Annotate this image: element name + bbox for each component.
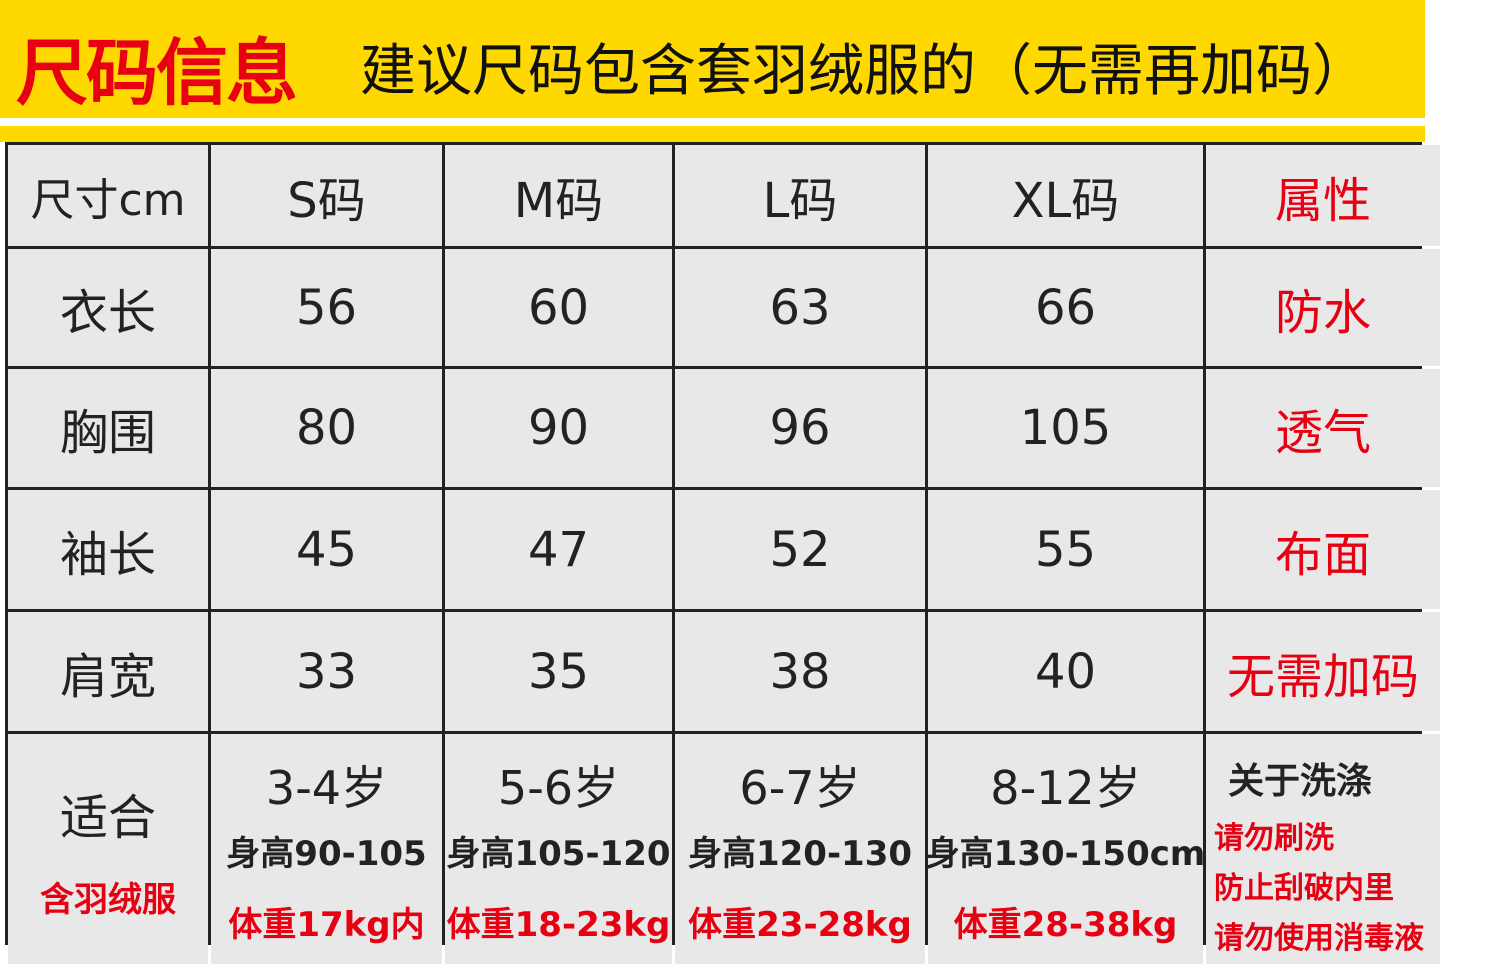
column-header: S码	[211, 145, 442, 246]
page-title: 尺码信息	[16, 31, 298, 115]
table-cell: 90	[445, 369, 672, 487]
washing-line: 请勿刷洗	[1214, 821, 1334, 856]
table-cell: 47	[445, 490, 672, 609]
page-subtitle: 建议尺码包含套羽绒服的（无需再加码）	[360, 39, 1368, 104]
fit-cell: 8-12岁 身高130-150cm 体重28-38kg	[925, 734, 1206, 964]
height-range: 身高105-120	[446, 834, 671, 874]
column-header: 尺寸cm	[8, 145, 208, 246]
column-header: L码	[675, 145, 925, 246]
fit-cell: 6-7岁 身高120-130 体重23-28kg	[675, 734, 925, 964]
table-cell: 38	[675, 612, 925, 731]
fit-cell: 3-4岁 身高90-105 体重17kg内	[211, 734, 442, 964]
washing-cell: 关于洗涤 请勿刷洗 防止刮破内里 请勿使用消毒液	[1206, 734, 1440, 964]
weight-range: 体重23-28kg	[688, 905, 912, 945]
attribute-cell: 防水	[1206, 249, 1440, 366]
table-cell: 52	[675, 490, 925, 609]
table-cell: 35	[445, 612, 672, 731]
washing-line: 防止刮破内里	[1214, 871, 1394, 906]
attribute-cell: 布面	[1206, 490, 1440, 609]
washing-title: 关于洗涤	[1228, 761, 1373, 802]
fit-note: 含羽绒服	[40, 879, 176, 920]
table-cell: 45	[211, 490, 442, 609]
divider	[0, 118, 1425, 126]
attribute-cell: 透气	[1206, 369, 1440, 487]
table-cell: 56	[211, 249, 442, 366]
size-table: 尺寸cm S码 M码 L码 XL码 属性 衣长 56 60 63 66 防水 胸…	[5, 142, 1440, 964]
age-range: 6-7岁	[739, 761, 861, 815]
header-banner: 尺码信息 建议尺码包含套羽绒服的（无需再加码）	[0, 0, 1425, 118]
height-range: 身高130-150cm	[925, 834, 1206, 874]
table-cell: 60	[445, 249, 672, 366]
row-label: 胸围	[8, 369, 208, 487]
row-label: 衣长	[8, 249, 208, 366]
column-header: XL码	[928, 145, 1203, 246]
row-label: 袖长	[8, 490, 208, 609]
column-header: M码	[445, 145, 672, 246]
age-range: 5-6岁	[497, 761, 620, 815]
row-label: 肩宽	[8, 612, 208, 731]
age-range: 8-12岁	[990, 761, 1141, 815]
weight-range: 体重17kg内	[228, 905, 425, 945]
height-range: 身高120-130	[687, 834, 913, 874]
table-cell: 55	[928, 490, 1203, 609]
table-cell: 40	[928, 612, 1203, 731]
table-cell: 96	[675, 369, 925, 487]
weight-range: 体重28-38kg	[953, 905, 1178, 945]
weight-range: 体重18-23kg	[446, 905, 671, 945]
table-cell: 105	[928, 369, 1203, 487]
table-cell: 33	[211, 612, 442, 731]
divider	[0, 126, 1425, 142]
height-range: 身高90-105	[226, 834, 427, 874]
column-header: 属性	[1206, 145, 1440, 246]
table-cell: 63	[675, 249, 925, 366]
washing-line: 请勿使用消毒液	[1214, 921, 1424, 956]
table-cell: 66	[928, 249, 1203, 366]
age-range: 3-4岁	[265, 761, 388, 815]
fit-cell: 5-6岁 身高105-120 体重18-23kg	[445, 734, 672, 964]
row-label: 适合	[59, 789, 156, 846]
table-cell: 80	[211, 369, 442, 487]
fit-label-cell: 适合 含羽绒服	[8, 734, 208, 964]
attribute-cell: 无需加码	[1206, 612, 1440, 731]
